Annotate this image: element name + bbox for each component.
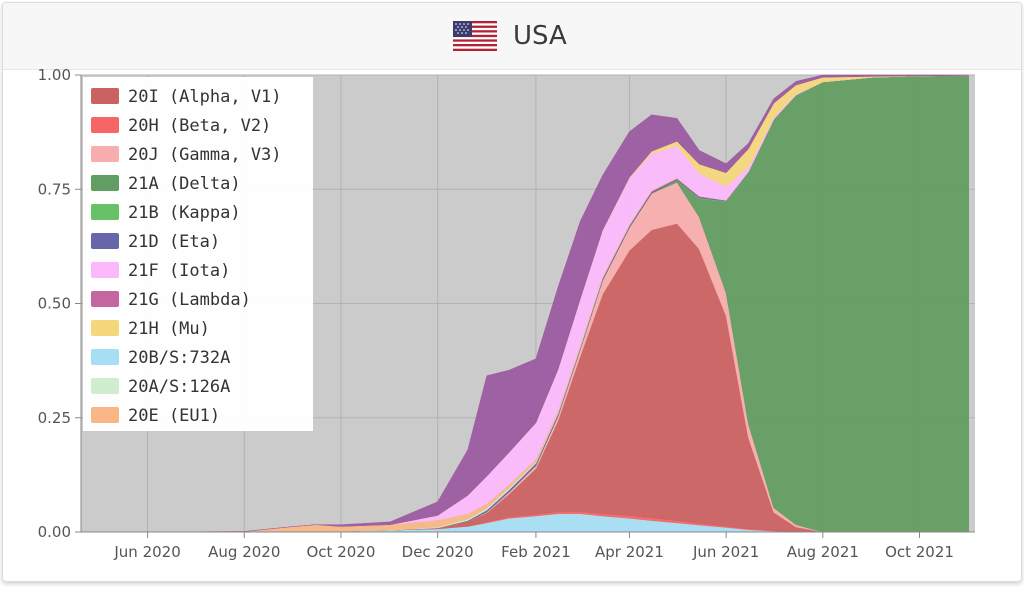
y-tick-label: 0.50 [38,295,71,313]
y-tick-label: 0.75 [38,180,71,198]
x-tick-label: Aug 2020 [208,543,280,561]
x-tick-label: Jun 2021 [692,543,759,561]
legend-label: 21B (Kappa) [128,203,241,223]
legend-label: 20J (Gamma, V3) [128,145,282,165]
legend-item-20b-s-732a[interactable]: 20B/S:732A [91,348,230,368]
legend-item-20a-s-126a[interactable]: 20A/S:126A [91,377,230,397]
legend-item-20h-beta-v2[interactable]: 20H (Beta, V2) [91,116,271,136]
legend-item-21d-eta[interactable]: 21D (Eta) [91,232,220,252]
area-chart: 0.00 0.25 0.50 0.75 1.00 Jun 2020 Aug 2020 Oct… [38,66,975,561]
x-tick-label: Oct 2021 [885,543,954,561]
x-tick-label: Aug 2021 [787,543,859,561]
y-tick-label: 1.00 [38,66,71,84]
legend-label: 20A/S:126A [128,377,230,397]
y-tick-label: 0.00 [38,523,71,541]
legend-swatch [91,378,119,394]
legend-item-21a-delta[interactable]: 21A (Delta) [91,174,241,194]
legend-swatch [91,175,119,191]
legend-box [83,77,313,431]
legend[interactable]: 20I (Alpha, V1) 20H (Beta, V2) 20J (Gamma,… [83,77,313,431]
x-tick-label: Jun 2020 [113,543,180,561]
legend-label: 21A (Delta) [128,174,241,194]
chart-title: USA [513,21,567,51]
legend-label: 20B/S:732A [128,348,230,368]
legend-item-20e-eu1[interactable]: 20E (EU1) [91,406,220,426]
legend-swatch [91,349,119,365]
stacked-areas [147,74,969,533]
area-other[interactable] [147,74,969,533]
legend-item-21g-lambda[interactable]: 21G (Lambda) [91,290,251,310]
legend-label: 21H (Mu) [128,319,210,339]
x-tick-label: Apr 2021 [595,543,664,561]
legend-swatch [91,262,119,278]
legend-label: 20H (Beta, V2) [128,116,271,136]
card-header: USA [3,3,1021,70]
legend-label: 21G (Lambda) [128,290,251,310]
legend-swatch [91,88,119,104]
legend-item-20j-gamma-v3[interactable]: 20J (Gamma, V3) [91,145,282,165]
x-tick-label: Feb 2021 [501,543,571,561]
y-tick-label: 0.25 [38,409,71,427]
legend-item-21b-kappa[interactable]: 21B (Kappa) [91,203,241,223]
legend-label: 21F (Iota) [128,261,230,281]
legend-item-21f-iota[interactable]: 21F (Iota) [91,261,230,281]
legend-label: 20E (EU1) [128,406,220,426]
title-wrap: USA [453,17,567,55]
legend-swatch [91,320,119,336]
legend-item-21h-mu[interactable]: 21H (Mu) [91,319,210,339]
legend-swatch [91,146,119,162]
legend-label: 20I (Alpha, V1) [128,87,282,107]
legend-swatch [91,117,119,133]
legend-item-20i-alpha-v1[interactable]: 20I (Alpha, V1) [91,87,282,107]
x-axis-ticks: Jun 2020 Aug 2020 Oct 2020 Dec 2020 Feb 2021… [113,532,954,561]
usa-flag-icon [453,21,497,51]
x-tick-label: Dec 2020 [402,543,474,561]
legend-swatch [91,407,119,423]
chart-card: USA 0.00 0.25 0.50 0.75 1.00 Jun 2020 Aug 202… [2,2,1022,582]
legend-swatch [91,204,119,220]
legend-label: 21D (Eta) [128,232,220,252]
y-axis-ticks: 0.00 0.25 0.50 0.75 1.00 [38,66,81,541]
legend-swatch [91,291,119,307]
legend-swatch [91,233,119,249]
x-tick-label: Oct 2020 [307,543,376,561]
